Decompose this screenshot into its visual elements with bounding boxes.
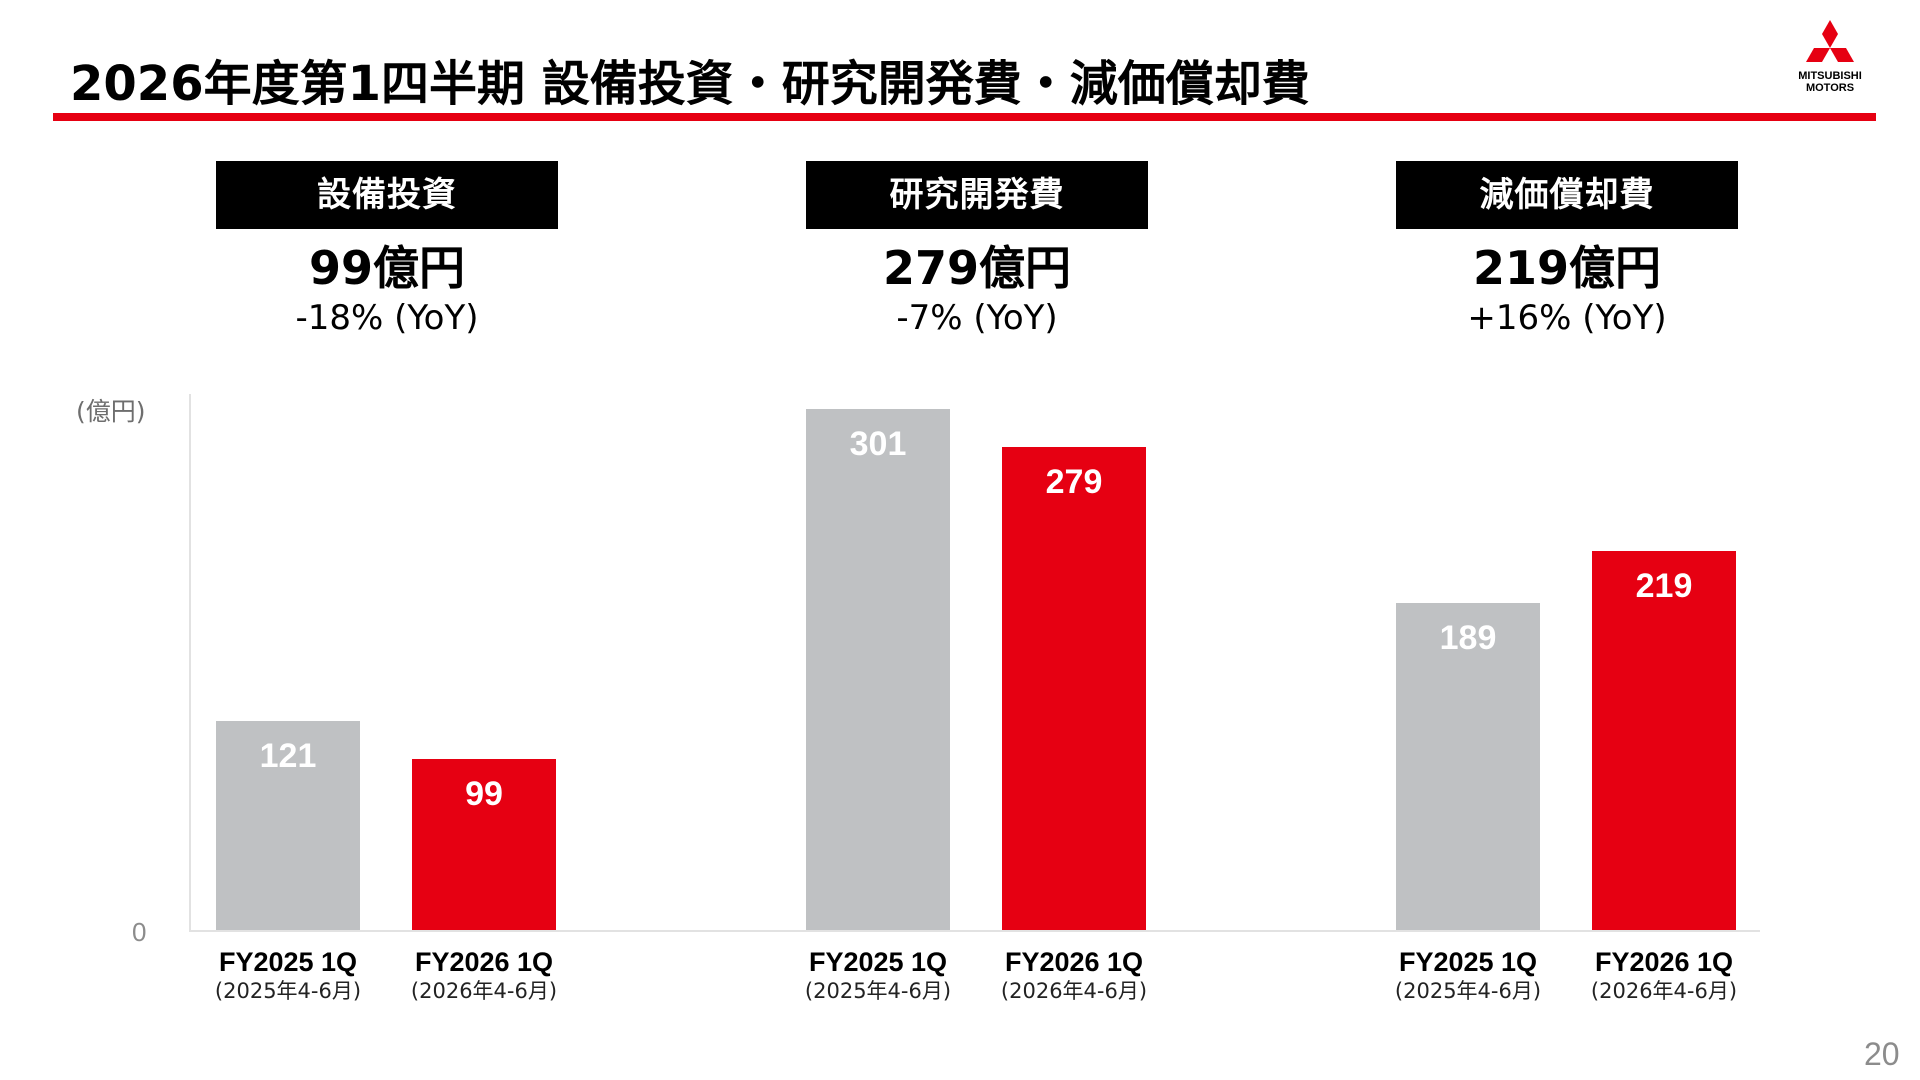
x-tick-category: FY2025 1Q <box>1398 947 1538 977</box>
x-tick-period: (2026年4-6月) <box>1000 979 1148 1003</box>
page-title: 2026年度第1四半期 設備投資・研究開発費・減価償却費 <box>70 56 1310 112</box>
group-label: 減価償却費 <box>1396 161 1738 229</box>
group-header-rnd: 研究開発費 279億円 -7% (YoY) <box>806 161 1148 339</box>
x-tick-label: FY2026 1Q (2026年4-6月) <box>1566 946 1762 1004</box>
bar-1-fy2025-1q <box>216 720 360 930</box>
x-axis-line <box>189 930 1760 932</box>
bar-2-fy2026-1q <box>1002 447 1146 930</box>
y-axis-zero-label: 0 <box>132 917 147 947</box>
x-tick-period: (2026年4-6月) <box>1590 979 1738 1003</box>
y-axis-line <box>189 394 191 932</box>
x-tick-period: (2025年4-6月) <box>1394 979 1542 1003</box>
x-tick-category: FY2025 1Q <box>218 947 358 977</box>
bar-value-label: 121 <box>259 736 317 775</box>
x-tick-label: FY2025 1Q (2025年4-6月) <box>1370 946 1566 1004</box>
bar-value-label: 189 <box>1439 618 1497 657</box>
x-tick-label: FY2025 1Q (2025年4-6月) <box>780 946 976 1004</box>
group-amount: 279億円 <box>882 241 1072 295</box>
x-tick-category: FY2026 1Q <box>1004 947 1144 977</box>
title-underline <box>53 113 1876 121</box>
mitsubishi-motors-logo: MITSUBISHI MOTORS <box>1770 18 1890 100</box>
x-tick-label: FY2026 1Q (2026年4-6月) <box>976 946 1172 1004</box>
x-tick-category: FY2026 1Q <box>1594 947 1734 977</box>
group-amount: 99億円 <box>308 241 465 295</box>
x-tick-category: FY2025 1Q <box>808 947 948 977</box>
bar-3-fy2026-1q <box>1592 550 1736 930</box>
x-tick-label: FY2025 1Q (2025年4-6月) <box>190 946 386 1004</box>
bar-2-fy2025-1q <box>806 409 950 930</box>
group-header-depreciation: 減価償却費 219億円 +16% (YoY) <box>1396 161 1738 339</box>
x-tick-label: FY2026 1Q (2026年4-6月) <box>386 946 582 1004</box>
x-tick-category: FY2026 1Q <box>414 947 554 977</box>
group-label: 研究開発費 <box>806 161 1148 229</box>
x-tick-period: (2025年4-6月) <box>214 979 362 1003</box>
page-number: 20 <box>1864 1036 1900 1072</box>
bar-3-fy2025-1q <box>1396 602 1540 930</box>
group-yoy: -18% (YoY) <box>295 298 479 338</box>
bar-value-label: 99 <box>465 774 503 813</box>
x-tick-period: (2026年4-6月) <box>410 979 558 1003</box>
group-yoy: -7% (YoY) <box>896 298 1058 338</box>
bar-value-label: 301 <box>849 425 907 463</box>
group-yoy: +16% (YoY) <box>1467 298 1667 338</box>
x-tick-period: (2025年4-6月) <box>804 979 952 1003</box>
logo-text-line2: MOTORS <box>1805 82 1855 94</box>
group-label: 設備投資 <box>216 161 558 229</box>
bar-value-label: 279 <box>1045 463 1103 502</box>
logo-text-line1: MITSUBISHI <box>1798 70 1862 82</box>
three-diamonds-icon <box>1806 20 1854 62</box>
bar-value-label: 219 <box>1635 566 1693 605</box>
bar-1-fy2026-1q <box>412 758 556 930</box>
group-amount: 219億円 <box>1472 241 1662 295</box>
y-axis-unit-label: (億円) <box>76 397 146 426</box>
group-header-capex: 設備投資 99億円 -18% (YoY) <box>216 161 558 339</box>
